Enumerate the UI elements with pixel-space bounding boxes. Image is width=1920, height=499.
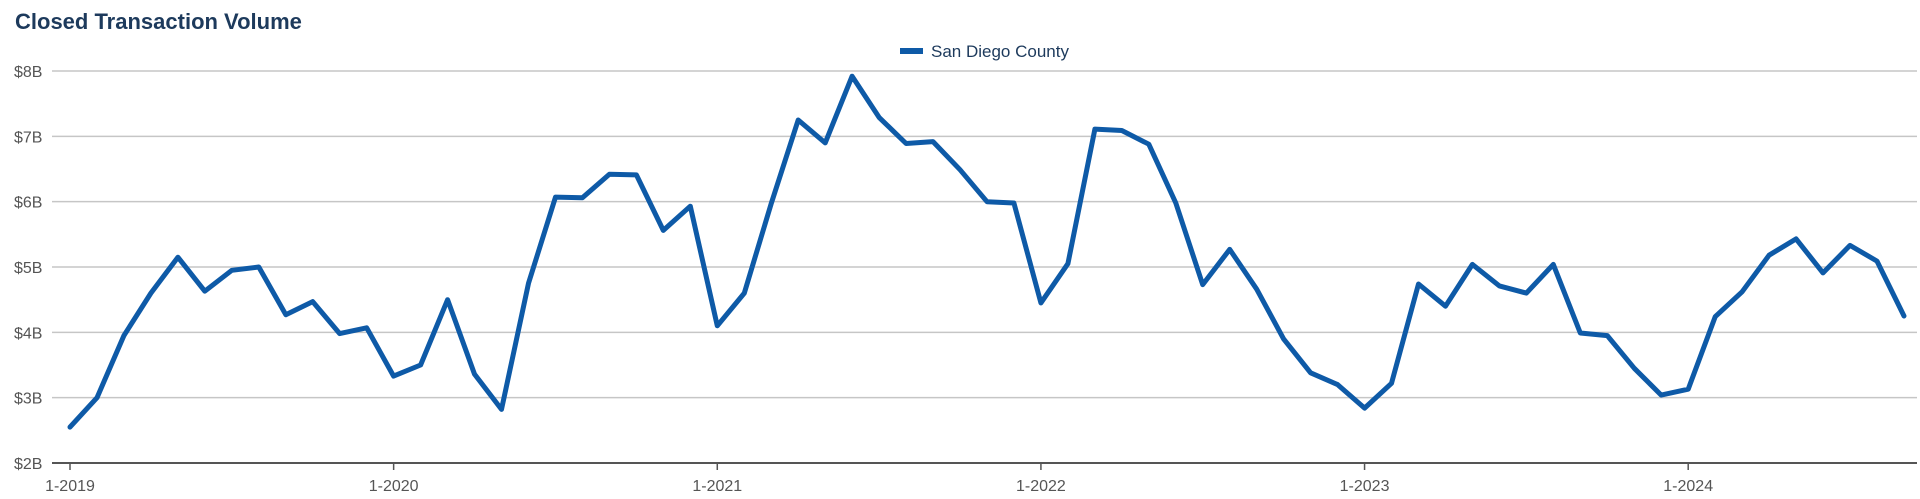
x-tick-labels: 1-2019 1-2020 1-2021 1-2022 1-2023 1-2024: [45, 478, 1713, 495]
y-tick-label: $4B: [14, 325, 42, 342]
y-tick-label: $3B: [14, 391, 42, 408]
x-tick-label: 1-2019: [45, 478, 95, 495]
legend-label-san-diego-county: San Diego County: [931, 42, 1069, 61]
y-tick-labels: $2B $3B $4B $5B $6B $7B $8B: [14, 64, 42, 473]
legend[interactable]: San Diego County: [900, 42, 1069, 61]
x-tick-label: 1-2022: [1016, 478, 1066, 495]
x-tick-label: 1-2023: [1340, 478, 1390, 495]
x-tick-label: 1-2020: [369, 478, 419, 495]
x-tick-label: 1-2021: [692, 478, 742, 495]
x-axis: [52, 462, 1917, 470]
y-tick-label: $2B: [14, 456, 42, 473]
y-tick-label: $8B: [14, 64, 42, 81]
y-tick-label: $6B: [14, 195, 42, 212]
series-line[interactable]: [67, 73, 1907, 430]
y-tick-label: $5B: [14, 260, 42, 277]
series-layer: [67, 73, 1907, 430]
grid-lines: [52, 70, 1917, 399]
chart-title: Closed Transaction Volume: [15, 9, 302, 34]
x-tick-label: 1-2024: [1663, 478, 1713, 495]
y-tick-label: $7B: [14, 129, 42, 146]
